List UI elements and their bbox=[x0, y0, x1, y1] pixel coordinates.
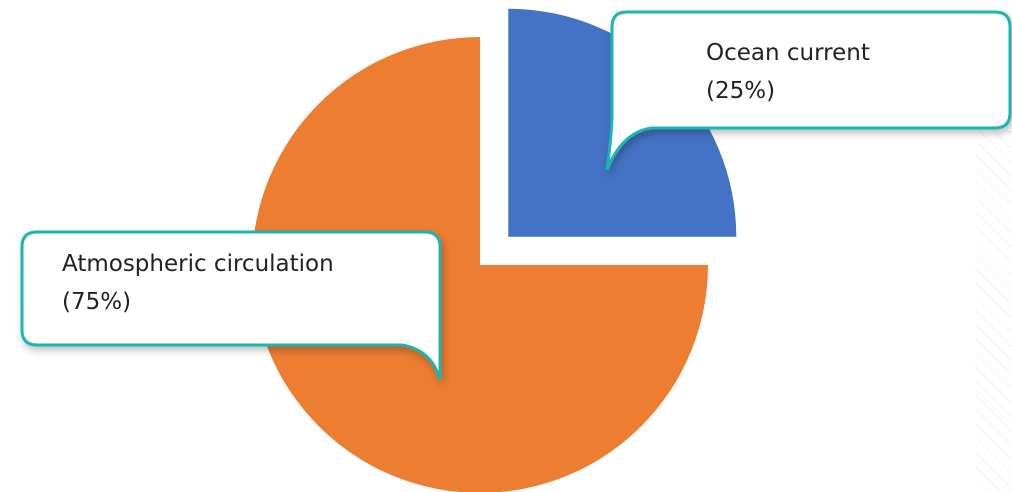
callout-box bbox=[605, 10, 1012, 171]
slice-label: Ocean current bbox=[706, 40, 870, 66]
callout-box bbox=[20, 230, 442, 381]
hatch-decoration bbox=[975, 130, 1012, 492]
slice-label: Atmospheric circulation bbox=[62, 251, 334, 277]
slice-value-label: (75%) bbox=[62, 289, 131, 315]
slice-value-label: (25%) bbox=[706, 78, 775, 104]
pie-slice bbox=[252, 37, 708, 492]
